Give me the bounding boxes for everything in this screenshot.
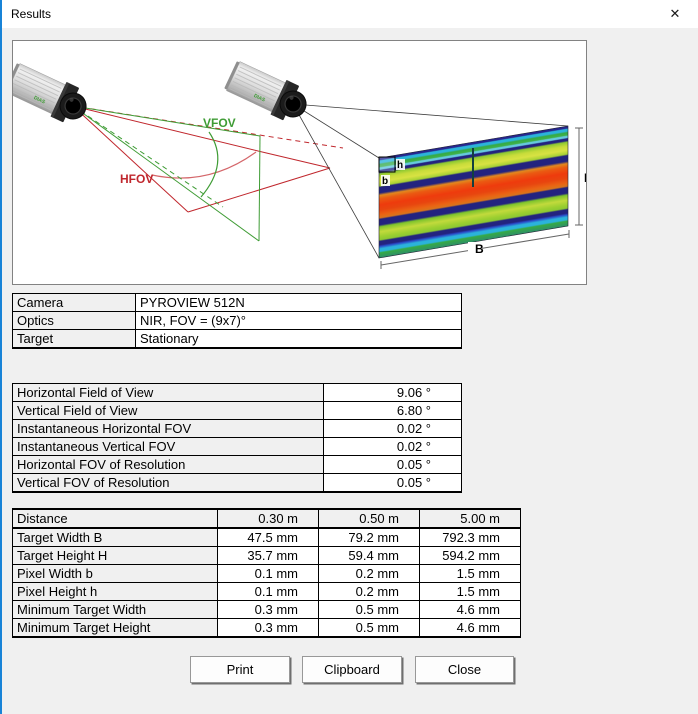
- target-value: Stationary: [135, 329, 462, 349]
- pixel-b-label-bg: [381, 175, 390, 186]
- cell-value: 0.3 mm: [217, 618, 319, 638]
- target-h-label: H: [584, 171, 586, 185]
- distance-column-header: 5.00 m: [419, 508, 521, 529]
- cell-value: 0.2 mm: [318, 582, 420, 601]
- close-button[interactable]: Close: [415, 656, 514, 683]
- table-row: Minimum Target Width 0.3 mm 0.5 mm 4.6 m…: [12, 600, 521, 619]
- fov-row-value: 6.80 °: [323, 401, 462, 420]
- cell-value: 0.1 mm: [217, 564, 319, 583]
- cell-value: 594.2 mm: [419, 546, 521, 565]
- fov-row-label: Vertical Field of View: [12, 401, 324, 420]
- row-label: Pixel Height h: [12, 582, 218, 601]
- cell-value: 35.7 mm: [217, 546, 319, 565]
- cell-value: 1.5 mm: [419, 582, 521, 601]
- pixel-h-label-bg: [396, 159, 405, 170]
- fov-table: Horizontal Field of View 9.06 ° Vertical…: [12, 383, 462, 493]
- cell-value: 59.4 mm: [318, 546, 420, 565]
- fov-row-label: Vertical FOV of Resolution: [12, 473, 324, 493]
- distance-header-label: Distance: [12, 508, 218, 529]
- table-row: Optics NIR, FOV = (9x7)°: [12, 311, 462, 330]
- pixel-h-label: h: [397, 160, 403, 171]
- titlebar: Results ✕: [2, 0, 698, 28]
- hfov-label: HFOV: [120, 172, 153, 186]
- fov-row-value: 0.02 °: [323, 419, 462, 438]
- row-label: Target Width B: [12, 527, 218, 547]
- thermal-target-image: [378, 125, 569, 259]
- print-button[interactable]: Print: [190, 656, 290, 683]
- cell-value: 0.5 mm: [318, 618, 420, 638]
- frustum-lines: [292, 103, 569, 259]
- optics-value: NIR, FOV = (9x7)°: [135, 311, 462, 330]
- distance-table: Distance 0.30 m 0.50 m 5.00 m Target Wid…: [12, 508, 521, 638]
- fov-row-label: Horizontal Field of View: [12, 383, 324, 402]
- fov-illustration: DIAS: [12, 40, 587, 285]
- camera-icon-right: [221, 57, 314, 128]
- camera-info-table: Camera PYROVIEW 512N Optics NIR, FOV = (…: [12, 293, 462, 349]
- camera-value: PYROVIEW 512N: [135, 293, 462, 312]
- camera-label: Camera: [12, 293, 136, 312]
- row-label: Target Height H: [12, 546, 218, 565]
- table-header-row: Distance 0.30 m 0.50 m 5.00 m: [12, 508, 521, 529]
- fov-row-value: 0.05 °: [323, 455, 462, 474]
- vfov-lines: [72, 105, 261, 242]
- window-title: Results: [11, 7, 52, 21]
- camera-icon-left: [13, 59, 94, 130]
- pixel-box: [378, 156, 396, 173]
- fov-row-label: Instantaneous Horizontal FOV: [12, 419, 324, 438]
- fov-row-label: Horizontal FOV of Resolution: [12, 455, 324, 474]
- height-dimension: [575, 127, 583, 226]
- fov-row-value: 0.02 °: [323, 437, 462, 456]
- pixel-b-label: b: [382, 176, 388, 187]
- close-icon[interactable]: ✕: [669, 6, 681, 21]
- row-label: Pixel Width b: [12, 564, 218, 583]
- cell-value: 4.6 mm: [419, 600, 521, 619]
- table-row: Vertical Field of View 6.80 °: [12, 401, 462, 420]
- cell-value: 792.3 mm: [419, 527, 521, 547]
- target-label: Target: [12, 329, 136, 349]
- optics-label: Optics: [12, 311, 136, 330]
- distance-column-header: 0.50 m: [318, 508, 420, 529]
- table-row: Pixel Width b 0.1 mm 0.2 mm 1.5 mm: [12, 564, 521, 583]
- row-label: Minimum Target Height: [12, 618, 218, 638]
- fov-row-label: Instantaneous Vertical FOV: [12, 437, 324, 456]
- cell-value: 0.2 mm: [318, 564, 420, 583]
- cell-value: 47.5 mm: [217, 527, 319, 547]
- table-row: Horizontal Field of View 9.06 °: [12, 383, 462, 402]
- target-b-label: B: [475, 242, 484, 256]
- row-label: Minimum Target Width: [12, 600, 218, 619]
- cell-value: 0.5 mm: [318, 600, 420, 619]
- table-row: Instantaneous Horizontal FOV 0.02 °: [12, 419, 462, 438]
- table-row: Camera PYROVIEW 512N: [12, 293, 462, 312]
- cell-value: 0.1 mm: [217, 582, 319, 601]
- target-b-label-bg: [468, 242, 482, 255]
- table-row: Target Width B 47.5 mm 79.2 mm 792.3 mm: [12, 527, 521, 547]
- cell-value: 0.3 mm: [217, 600, 319, 619]
- cell-value: 1.5 mm: [419, 564, 521, 583]
- table-row: Target Height H 35.7 mm 59.4 mm 594.2 mm: [12, 546, 521, 565]
- table-row: Minimum Target Height 0.3 mm 0.5 mm 4.6 …: [12, 618, 521, 638]
- table-row: Target Stationary: [12, 329, 462, 349]
- table-row: Vertical FOV of Resolution 0.05 °: [12, 473, 462, 493]
- fov-illustration-svg: DIAS: [13, 57, 586, 269]
- table-row: Instantaneous Vertical FOV 0.02 °: [12, 437, 462, 456]
- distance-column-header: 0.30 m: [217, 508, 319, 529]
- cell-value: 4.6 mm: [419, 618, 521, 638]
- table-row: Pixel Height h 0.1 mm 0.2 mm 1.5 mm: [12, 582, 521, 601]
- cell-value: 79.2 mm: [318, 527, 420, 547]
- vfov-label: VFOV: [203, 116, 236, 130]
- fov-row-value: 9.06 °: [323, 383, 462, 402]
- clipboard-button[interactable]: Clipboard: [302, 656, 402, 683]
- table-row: Horizontal FOV of Resolution 0.05 °: [12, 455, 462, 474]
- fov-row-value: 0.05 °: [323, 473, 462, 493]
